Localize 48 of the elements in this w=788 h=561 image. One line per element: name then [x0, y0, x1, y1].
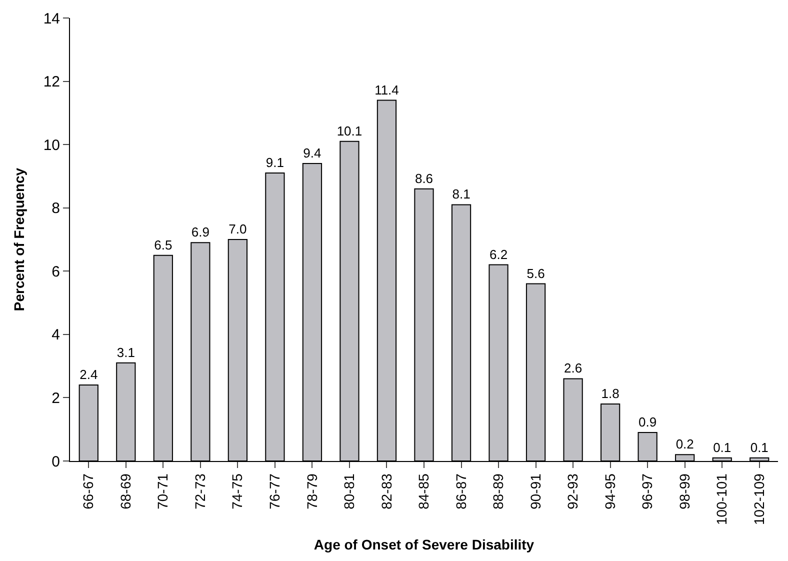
- y-tick-label: 6: [52, 263, 60, 280]
- x-tick-label: 94-95: [602, 473, 618, 510]
- x-tick-label: 86-87: [452, 473, 469, 510]
- x-tick-label: 100-101: [714, 473, 730, 525]
- data-label: 2.6: [564, 360, 582, 376]
- data-label: 10.1: [336, 123, 362, 138]
- y-tick-label: 12: [43, 74, 60, 91]
- y-tick-label: 14: [43, 10, 60, 28]
- data-label: 0.1: [713, 440, 732, 455]
- x-tick-label: 70-71: [154, 473, 171, 510]
- data-label: 6.5: [154, 237, 172, 252]
- x-tick-label: 88-89: [490, 473, 506, 510]
- data-label: 0.1: [750, 440, 768, 455]
- x-tick-label: 68-69: [117, 473, 134, 510]
- data-label: 0.9: [638, 414, 657, 430]
- x-tick-label: 74-75: [229, 473, 246, 510]
- x-tick-label: 84-85: [416, 473, 432, 510]
- data-label: 0.2: [676, 436, 694, 452]
- x-axis-title: Age of Onset of Severe Disability: [314, 536, 534, 552]
- x-tick-label: 96-97: [639, 473, 656, 510]
- x-tick-label: 78-79: [304, 473, 320, 510]
- y-tick-label: 10: [43, 136, 60, 154]
- y-tick-label: 8: [52, 200, 60, 218]
- x-tick-label: 98-99: [676, 473, 692, 510]
- data-label: 7.0: [228, 222, 247, 236]
- data-label: 2.4: [80, 367, 98, 382]
- data-label: 5.6: [526, 266, 545, 281]
- data-label: 9.4: [303, 146, 322, 161]
- x-tick-label: 102-109: [750, 473, 767, 525]
- x-tick-label: 72-73: [192, 473, 208, 510]
- data-label: 8.6: [414, 170, 434, 186]
- x-tick-label: 90-91: [527, 473, 544, 510]
- x-tick-label: 92-93: [564, 473, 581, 510]
- data-label: 6.9: [191, 224, 210, 240]
- data-label: 11.4: [374, 82, 399, 98]
- x-tick-label: 76-77: [266, 473, 282, 510]
- data-label: 9.1: [266, 155, 284, 170]
- data-label: 6.2: [489, 246, 508, 262]
- data-label: 1.8: [601, 386, 620, 402]
- y-tick-label: 4: [52, 326, 60, 344]
- data-label: 8.1: [452, 186, 470, 202]
- y-axis-title: Percent of Frequency: [10, 168, 27, 312]
- y-tick-label: 2: [52, 390, 60, 407]
- y-tick-label: 0: [52, 453, 60, 470]
- x-tick-label: 80-81: [341, 473, 358, 510]
- x-tick-label: 82-83: [378, 473, 394, 510]
- data-label: 3.1: [116, 344, 135, 360]
- x-tick-label: 66-67: [80, 473, 96, 510]
